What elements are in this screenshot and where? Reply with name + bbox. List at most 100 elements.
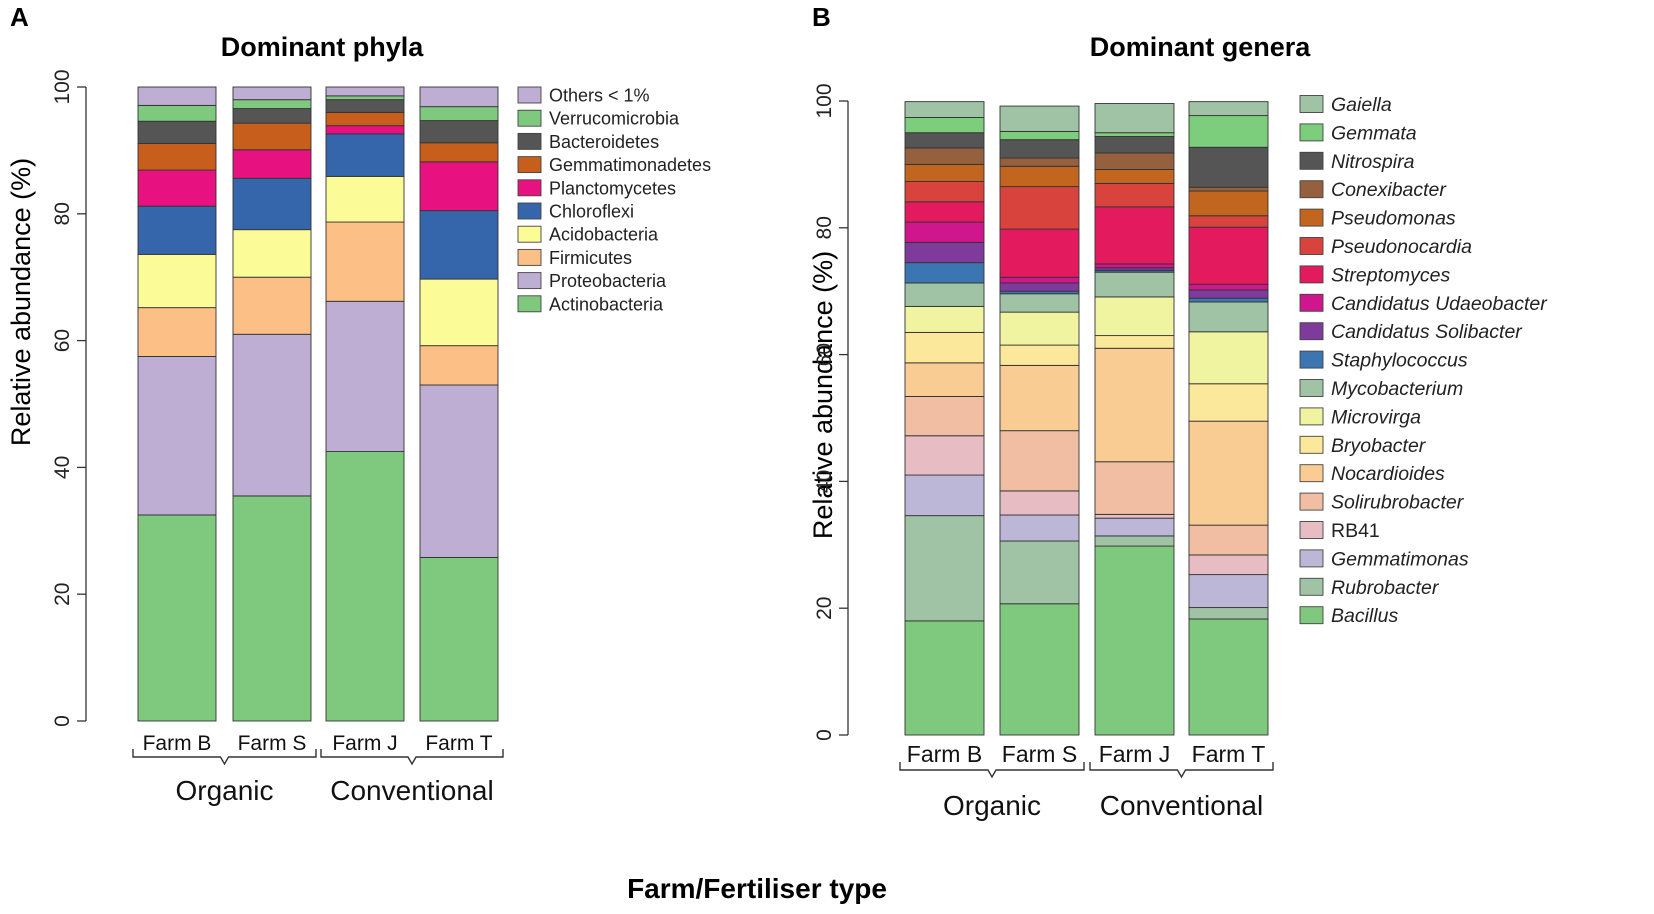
legend-swatch-pseudonocardia [1299, 237, 1324, 255]
legend-label-gemmata: Gemmata [1331, 122, 1417, 144]
bar-segment-mycobacterium-farm-j [1094, 271, 1175, 298]
category-label-farm-j: Farm J [1099, 741, 1171, 767]
legend-swatch-rb41 [1299, 521, 1324, 539]
legend-label-bacteroidetes: Bacteroidetes [549, 132, 659, 152]
bar-segment-pseudomonas-farm-j [1094, 169, 1175, 184]
legend-label-gemmatimonadetes: Gemmatimonadetes [549, 155, 711, 175]
bar-segment-nitrospira-farm-s [999, 139, 1080, 159]
bar-segment-streptomyces-farm-b [904, 201, 985, 223]
panel-a: A Dominant phyla Relative abundance (%) … [6, 2, 711, 806]
panel-a-title: Dominant phyla [221, 32, 424, 62]
legend-swatch-nitrospira [1299, 151, 1324, 170]
legend-swatch-gemmata [1299, 123, 1324, 142]
legend-label-streptomyces: Streptomyces [1331, 264, 1450, 286]
legend-label-bryobacter: Bryobacter [1331, 435, 1427, 457]
panel-b-y-tick-label: 20 [813, 597, 836, 620]
bar-segment-gaiella-farm-b [904, 101, 985, 118]
panel-a-x-axis: Farm B Farm S Farm J Farm T Organic Conventio… [132, 732, 504, 806]
panel-b-ylabel: Relative abundance (%) [808, 251, 838, 539]
legend-label-mycobacterium: Mycobacterium [1331, 378, 1463, 400]
bar-segment-nocardioides-farm-b [904, 362, 985, 397]
bar-segment-verrucomicrobia-farm-s [232, 99, 312, 110]
legend-label-pseudomonas: Pseudomonas [1331, 208, 1456, 230]
group-label-organic: Organic [943, 790, 1041, 821]
legend-label-rubrobacter: Rubrobacter [1331, 577, 1440, 599]
bar-segment-bacillus-farm-b [904, 620, 985, 736]
legend-label-acidobacteria: Acidobacteria [549, 225, 659, 245]
bar-segment-microvirga-farm-b [904, 305, 985, 333]
legend-label-proteobacteria: Proteobacteria [549, 271, 667, 291]
bar-segment-planctomycetes-farm-t [419, 161, 499, 212]
bar-segment-candidatus-solibacter-farm-s [999, 282, 1080, 292]
group-label-conventional: Conventional [330, 775, 493, 806]
bar-segment-rubrobacter-farm-s [999, 540, 1080, 605]
bar-segment-gemmata-farm-t [1188, 115, 1269, 148]
legend-swatch-gaiella [1299, 95, 1324, 113]
legend-swatch-pseudomonas [1299, 208, 1324, 227]
bar-segment-actinobacteria-farm-b [137, 514, 217, 722]
bar-segment-solirubrobacter-farm-b [904, 395, 985, 437]
panel-a-y-tick-label: 0 [51, 715, 74, 727]
legend-label-others-1: Others < 1% [549, 85, 650, 105]
bar-segment-microvirga-farm-j [1094, 296, 1175, 337]
group-label-conventional: Conventional [1100, 790, 1263, 821]
bar-segment-candidatus-solibacter-farm-t [1188, 289, 1269, 299]
bar-segment-bryobacter-farm-t [1188, 383, 1269, 422]
legend-swatch-acidobacteria [517, 225, 542, 243]
bar-segment-others-1-farm-s [232, 86, 312, 101]
bar-segment-pseudonocardia-farm-j [1094, 182, 1175, 208]
bar-segment-staphylococcus-farm-b [904, 262, 985, 284]
bar-segment-bacillus-farm-s [999, 603, 1080, 736]
bar-segment-microvirga-farm-t [1188, 331, 1269, 385]
category-label-farm-t: Farm T [425, 732, 492, 755]
group-brace-organic [132, 749, 317, 766]
bar-segment-conexibacter-farm-b [904, 147, 985, 165]
bar-segment-bryobacter-farm-b [904, 331, 985, 364]
legend-label-conexibacter: Conexibacter [1331, 179, 1447, 201]
legend-swatch-rubrobacter [1299, 577, 1324, 596]
legend-label-pseudonocardia: Pseudonocardia [1331, 236, 1472, 258]
legend-swatch-microvirga [1299, 407, 1324, 426]
bar-segment-acidobacteria-farm-b [137, 253, 217, 309]
bar-segment-planctomycetes-farm-b [137, 169, 217, 207]
bar-segment-firmicutes-farm-b [137, 307, 217, 357]
bar-segment-firmicutes-farm-t [419, 345, 499, 386]
bar-segment-nocardioides-farm-s [999, 364, 1080, 432]
panel-a-y-tick-label: 60 [51, 329, 74, 352]
figure-xlabel: Farm/Fertiliser type [627, 873, 887, 904]
bar-segment-bacteroidetes-farm-j [325, 99, 405, 113]
bar-segment-pseudomonas-farm-s [999, 165, 1080, 188]
legend-swatch-candidatus-solibacter [1299, 322, 1324, 341]
bar-segment-nocardioides-farm-t [1188, 420, 1269, 526]
bar-segment-gemmatimonas-farm-t [1188, 574, 1269, 609]
legend-swatch-staphylococcus [1299, 350, 1324, 369]
bar-segment-verrucomicrobia-farm-b [137, 104, 217, 122]
bar-segment-actinobacteria-farm-t [419, 556, 499, 722]
bar-segment-proteobacteria-farm-t [419, 384, 499, 558]
bar-segment-mycobacterium-farm-t [1188, 301, 1269, 333]
legend-swatch-proteobacteria [517, 272, 542, 290]
legend-label-firmicutes: Firmicutes [549, 248, 632, 268]
bar-segment-gaiella-farm-t [1188, 101, 1269, 117]
legend-swatch-nocardioides [1299, 464, 1324, 483]
legend-label-actinobacteria: Actinobacteria [549, 294, 664, 314]
bar-segment-solirubrobacter-farm-s [999, 430, 1080, 492]
category-label-farm-b: Farm B [907, 741, 982, 767]
legend-label-planctomycetes: Planctomycetes [549, 178, 676, 198]
bar-segment-gemmatimonas-farm-j [1094, 517, 1175, 537]
bar-segment-solirubrobacter-farm-j [1094, 461, 1175, 515]
panel-a-legend: Others < 1% Verrucomicrobia Bacteroidetes G… [517, 85, 711, 314]
bar-segment-candidatus-udaeobacter-farm-b [904, 221, 985, 243]
panel-a-y-axis: 0 20 40 60 80 100 [51, 69, 87, 727]
panel-a-y-tick-label: 100 [51, 69, 74, 104]
group-brace-conventional [1089, 762, 1274, 779]
bar-segment-staphylococcus-farm-t [1188, 297, 1269, 303]
bar-segment-pseudomonas-farm-t [1188, 190, 1269, 217]
panel-b-label: B [812, 2, 831, 32]
legend-swatch-gemmatimonas [1299, 549, 1324, 568]
bar-segment-gemmatimonadetes-farm-b [137, 142, 217, 171]
panel-b: B Dominant genera Relative abundance (%)… [808, 2, 1548, 821]
panel-b-y-tick-label: 100 [813, 83, 836, 118]
bar-segment-bacteroidetes-farm-s [232, 108, 312, 124]
bar-segment-chloroflexi-farm-t [419, 210, 499, 280]
